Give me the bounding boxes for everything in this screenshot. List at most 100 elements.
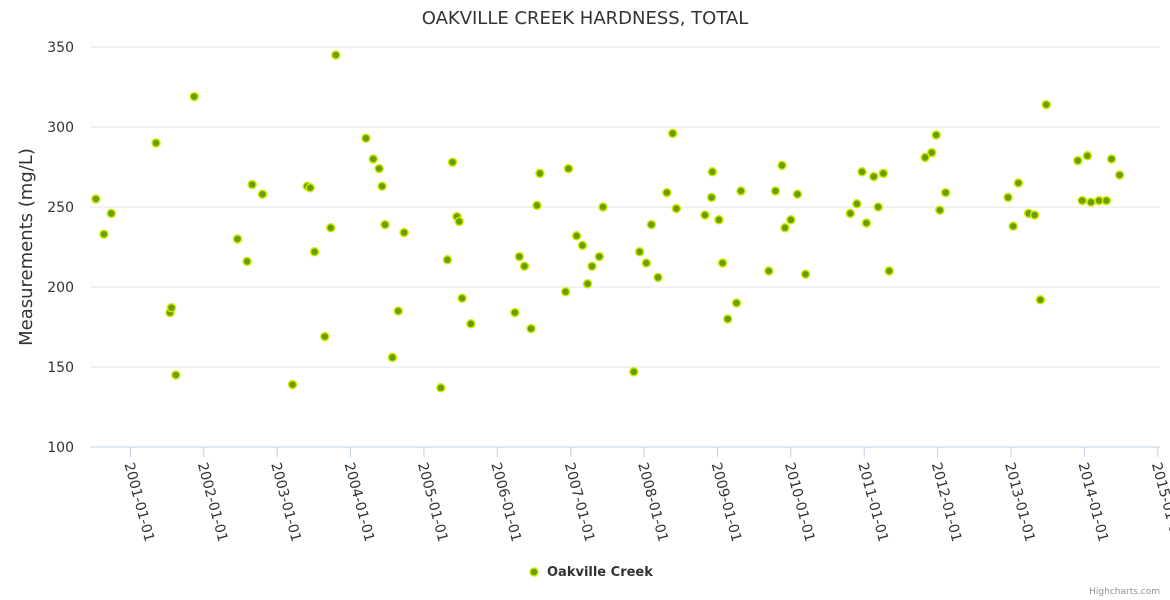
data-point[interactable] bbox=[380, 219, 390, 230]
data-point[interactable] bbox=[442, 255, 453, 265]
data-point[interactable] bbox=[377, 181, 387, 191]
data-point[interactable] bbox=[577, 240, 588, 251]
data-point[interactable] bbox=[800, 269, 811, 279]
data-point[interactable] bbox=[571, 231, 582, 241]
data-point[interactable] bbox=[374, 163, 384, 174]
data-point[interactable] bbox=[792, 189, 803, 199]
data-point[interactable] bbox=[106, 208, 117, 219]
data-point[interactable] bbox=[940, 187, 951, 198]
data-point[interactable] bbox=[560, 287, 571, 297]
data-point[interactable] bbox=[634, 247, 645, 257]
data-point[interactable] bbox=[646, 219, 657, 230]
data-point[interactable] bbox=[189, 91, 199, 102]
data-point[interactable] bbox=[1086, 197, 1096, 207]
data-point[interactable] bbox=[1114, 170, 1125, 180]
data-point[interactable] bbox=[641, 258, 652, 268]
data-point[interactable] bbox=[935, 205, 945, 215]
data-point[interactable] bbox=[1073, 155, 1083, 166]
data-point[interactable] bbox=[466, 319, 476, 329]
data-point[interactable] bbox=[526, 323, 536, 334]
data-point[interactable] bbox=[736, 186, 746, 196]
data-point[interactable] bbox=[1077, 195, 1087, 206]
data-point[interactable] bbox=[884, 266, 894, 276]
data-point[interactable] bbox=[707, 167, 718, 177]
data-point[interactable] bbox=[91, 194, 101, 204]
data-point[interactable] bbox=[717, 258, 728, 268]
data-point[interactable] bbox=[869, 171, 879, 182]
data-point[interactable] bbox=[667, 128, 678, 139]
data-point[interactable] bbox=[731, 298, 742, 308]
data-point[interactable] bbox=[99, 229, 109, 239]
data-point[interactable] bbox=[1013, 178, 1024, 188]
data-point[interactable] bbox=[436, 383, 446, 393]
data-point[interactable] bbox=[920, 152, 930, 163]
data-point[interactable] bbox=[387, 352, 398, 363]
data-point[interactable] bbox=[232, 234, 243, 244]
data-point[interactable] bbox=[1106, 154, 1117, 164]
data-point[interactable] bbox=[309, 247, 320, 257]
legend-item-oakville-creek[interactable]: Oakville Creek bbox=[547, 565, 653, 580]
data-point[interactable] bbox=[166, 303, 177, 313]
data-point[interactable] bbox=[1008, 221, 1018, 231]
data-point[interactable] bbox=[1082, 151, 1093, 161]
data-point[interactable] bbox=[331, 50, 341, 60]
data-point[interactable] bbox=[700, 210, 710, 220]
data-point[interactable] bbox=[927, 147, 937, 158]
data-point[interactable] bbox=[764, 266, 774, 276]
data-point[interactable] bbox=[714, 215, 724, 225]
data-point[interactable] bbox=[1003, 192, 1013, 203]
data-point[interactable] bbox=[447, 157, 458, 167]
data-point[interactable] bbox=[582, 279, 593, 289]
data-point[interactable] bbox=[931, 130, 941, 140]
data-point[interactable] bbox=[563, 163, 574, 174]
credits[interactable]: Highcharts.com bbox=[1089, 587, 1160, 597]
data-point[interactable] bbox=[857, 167, 867, 177]
data-point[interactable] bbox=[786, 215, 796, 225]
data-point[interactable] bbox=[519, 261, 530, 271]
data-point[interactable] bbox=[361, 133, 371, 143]
data-point[interactable] bbox=[852, 199, 862, 209]
data-point[interactable] bbox=[325, 223, 336, 233]
data-point[interactable] bbox=[320, 331, 330, 342]
data-point[interactable] bbox=[1101, 195, 1112, 206]
data-point[interactable] bbox=[873, 202, 883, 212]
data-point[interactable] bbox=[457, 293, 467, 303]
data-point[interactable] bbox=[780, 223, 790, 233]
legend[interactable]: Oakville Creek bbox=[529, 565, 653, 580]
data-point[interactable] bbox=[594, 251, 605, 262]
data-point[interactable] bbox=[257, 189, 268, 199]
data-point[interactable] bbox=[671, 203, 682, 214]
data-point[interactable] bbox=[171, 370, 181, 380]
data-point[interactable] bbox=[532, 200, 542, 211]
data-point[interactable] bbox=[368, 154, 379, 164]
data-point[interactable] bbox=[845, 208, 856, 219]
data-point[interactable] bbox=[1035, 295, 1046, 305]
data-point[interactable] bbox=[629, 367, 639, 377]
data-point[interactable] bbox=[535, 168, 545, 179]
data-point[interactable] bbox=[305, 183, 315, 193]
data-point[interactable] bbox=[287, 379, 298, 390]
data-point[interactable] bbox=[878, 168, 889, 179]
data-point[interactable] bbox=[242, 256, 252, 267]
data-point[interactable] bbox=[706, 192, 717, 203]
data-point[interactable] bbox=[587, 261, 597, 271]
y-tick-label: 200 bbox=[47, 280, 74, 296]
data-point[interactable] bbox=[399, 227, 409, 238]
data-point[interactable] bbox=[514, 251, 525, 262]
data-point[interactable] bbox=[247, 179, 257, 190]
data-point[interactable] bbox=[722, 314, 733, 324]
data-point[interactable] bbox=[151, 138, 161, 148]
data-point[interactable] bbox=[777, 160, 787, 171]
series-oakville-creek[interactable] bbox=[91, 50, 1125, 393]
data-point[interactable] bbox=[598, 202, 608, 212]
data-point[interactable] bbox=[662, 187, 672, 198]
data-point[interactable] bbox=[510, 307, 520, 318]
data-point[interactable] bbox=[770, 186, 781, 196]
data-point[interactable] bbox=[653, 272, 663, 283]
data-point[interactable] bbox=[1041, 99, 1051, 110]
data-point[interactable] bbox=[454, 216, 464, 227]
data-point[interactable] bbox=[1029, 210, 1040, 220]
data-point[interactable] bbox=[393, 306, 403, 316]
x-tick-label: 2013-01-01 bbox=[1001, 461, 1038, 544]
data-point[interactable] bbox=[861, 218, 872, 228]
